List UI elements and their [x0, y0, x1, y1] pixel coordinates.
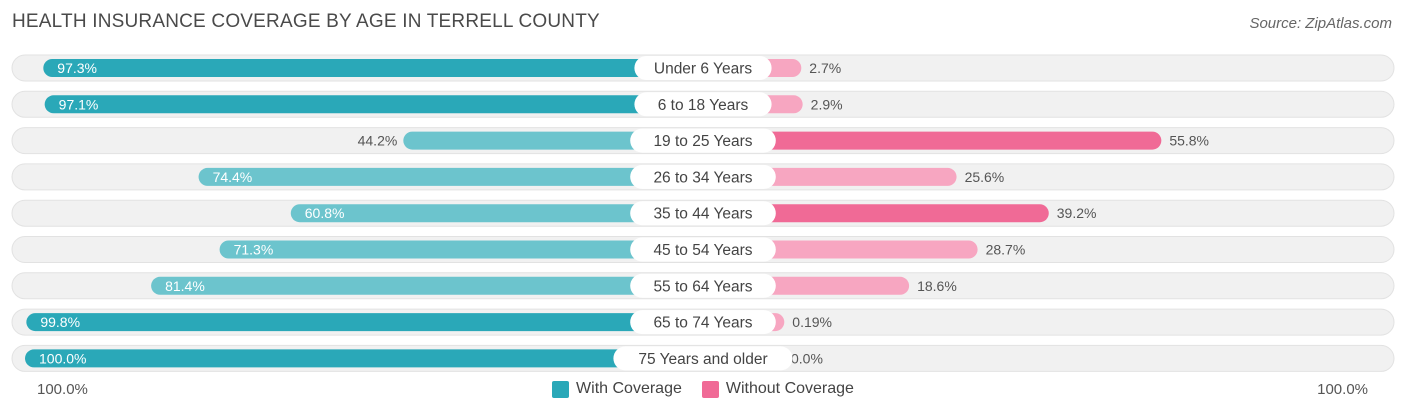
value-label-without-coverage-under-6-years: 2.7%	[809, 60, 841, 76]
legend-label-without-coverage: Without Coverage	[725, 380, 854, 397]
value-label-without-coverage-65-to-74-years: 0.19%	[792, 314, 832, 330]
category-pill-65-to-74-years	[630, 310, 776, 335]
value-label-without-coverage-75-years-and-older: 0.0%	[791, 350, 823, 366]
category-pill-6-to-18-years	[634, 92, 772, 117]
chart-title: HEALTH INSURANCE COVERAGE BY AGE IN TERR…	[12, 11, 600, 32]
value-label-without-coverage-45-to-54-years: 28.7%	[986, 242, 1026, 258]
bar-with-coverage-55-to-64-years	[151, 276, 703, 295]
value-label-without-coverage-26-to-34-years: 25.6%	[965, 169, 1005, 185]
legend-label-with-coverage: With Coverage	[576, 380, 682, 397]
axis-label-right: 100.0%	[1317, 381, 1368, 398]
axis-label-left: 100.0%	[37, 381, 88, 398]
category-label-under-6-years: Under 6 Years	[654, 61, 752, 78]
value-label-with-coverage-75-years-and-older: 100.0%	[39, 350, 86, 366]
category-pill-75-years-and-older	[613, 346, 793, 371]
value-label-with-coverage-under-6-years: 97.3%	[57, 60, 97, 76]
category-label-6-to-18-years: 6 to 18 Years	[658, 97, 749, 114]
category-pill-19-to-25-years	[630, 128, 776, 153]
bar-with-coverage-6-to-18-years	[44, 95, 704, 114]
category-label-26-to-34-years: 26 to 34 Years	[653, 169, 752, 186]
category-label-55-to-64-years: 55 to 64 Years	[653, 278, 752, 295]
category-pill-26-to-34-years	[630, 164, 776, 189]
category-label-65-to-74-years: 65 to 74 Years	[653, 315, 752, 332]
legend-swatch-without-coverage	[701, 380, 719, 398]
value-label-without-coverage-35-to-44-years: 39.2%	[1057, 205, 1097, 221]
value-label-without-coverage-55-to-64-years: 18.6%	[917, 278, 957, 294]
bar-with-coverage-75-years-and-older	[25, 349, 703, 368]
category-label-19-to-25-years: 19 to 25 Years	[653, 133, 752, 150]
legend-item-with-coverage: With Coverage	[552, 380, 682, 398]
legend: With Coverage Without Coverage	[0, 380, 1406, 398]
value-label-with-coverage-45-to-54-years: 71.3%	[234, 242, 274, 258]
value-label-without-coverage-6-to-18-years: 2.9%	[811, 96, 843, 112]
bar-with-coverage-19-to-25-years	[403, 131, 703, 150]
legend-swatch-with-coverage	[552, 380, 570, 398]
source-label: Source: ZipAtlas.com	[1249, 15, 1392, 32]
value-label-with-coverage-35-to-44-years: 60.8%	[305, 205, 345, 221]
category-label-75-years-and-older: 75 Years and older	[638, 351, 767, 368]
bar-with-coverage-65-to-74-years	[26, 313, 703, 332]
bar-with-coverage-45-to-54-years	[219, 240, 703, 259]
value-label-with-coverage-55-to-64-years: 81.4%	[165, 278, 205, 294]
bar-with-coverage-26-to-34-years	[198, 167, 703, 186]
bar-with-coverage-under-6-years	[43, 59, 703, 77]
value-label-without-coverage-19-to-25-years: 55.8%	[1169, 133, 1209, 149]
value-label-with-coverage-19-to-25-years: 44.2%	[358, 133, 398, 149]
legend-item-without-coverage: Without Coverage	[701, 380, 854, 398]
category-pill-45-to-54-years	[630, 237, 776, 262]
category-pill-55-to-64-years	[630, 273, 776, 298]
category-pill-under-6-years	[634, 56, 772, 80]
value-label-with-coverage-65-to-74-years: 99.8%	[40, 314, 80, 330]
bar-without-coverage-19-to-25-years	[683, 131, 1162, 150]
category-label-45-to-54-years: 45 to 54 Years	[653, 242, 752, 259]
category-pill-35-to-44-years	[630, 201, 776, 226]
bar-with-coverage-35-to-44-years	[290, 204, 703, 223]
category-label-35-to-44-years: 35 to 44 Years	[653, 206, 752, 223]
value-label-with-coverage-26-to-34-years: 74.4%	[213, 169, 253, 185]
value-label-with-coverage-6-to-18-years: 97.1%	[59, 96, 99, 112]
